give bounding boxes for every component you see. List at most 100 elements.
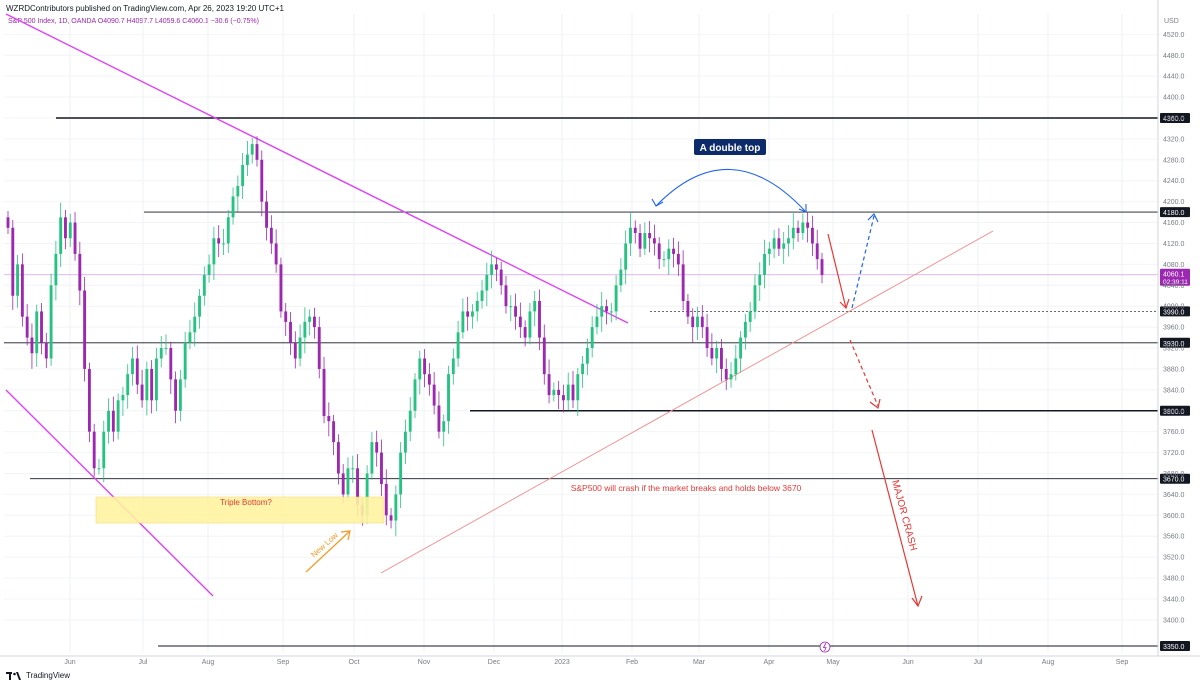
price-tick-label: 3880.0: [1163, 366, 1185, 373]
candle-body: [590, 327, 594, 349]
price-tick-label: 3760.0: [1163, 429, 1185, 436]
candle-body: [308, 316, 312, 322]
candle-body: [734, 358, 738, 375]
event-flag-icon: [819, 641, 831, 653]
bounce-arrow: [851, 215, 875, 309]
time-tick-label: Jul: [139, 659, 148, 666]
candles-layer: [6, 136, 824, 537]
candle-body: [107, 410, 110, 432]
price-tick-label: 4440.0: [1163, 74, 1185, 81]
candle-body: [164, 348, 168, 350]
level-lines: 4360.0 4180.0 3990.0 3930.0 3800.0 3670.0 3350…: [4, 113, 1190, 651]
candle-body: [346, 468, 350, 495]
level-label-bg: [1160, 306, 1190, 317]
candle-body: [289, 321, 292, 343]
candle-body: [648, 233, 652, 239]
candle-body: [806, 222, 810, 228]
symbol-legend[interactable]: S&P 500 Index, 1D, OANDA O4090.7 H4097.7…: [8, 18, 259, 25]
level-label: 3350.0: [1163, 644, 1185, 651]
level-label-bg: [1160, 113, 1190, 123]
candle-body: [322, 368, 326, 416]
candle-body: [313, 316, 316, 328]
candle-body: [111, 410, 115, 432]
candle-body: [341, 473, 345, 495]
new-low-arrow: [305, 530, 351, 573]
candle-body: [212, 238, 216, 265]
candle-body: [787, 238, 790, 244]
triple-bottom-zone: [95, 496, 385, 524]
candle-body: [547, 374, 551, 396]
candle-body: [174, 379, 178, 411]
candle-body: [44, 342, 48, 359]
level-label: 4180.0: [1163, 210, 1185, 217]
candle-body: [236, 185, 240, 197]
level-label: 3930.0: [1163, 341, 1185, 348]
time-tick-label: Dec: [488, 659, 501, 666]
ascending-support-line: [380, 230, 994, 574]
crash-arrow: [871, 429, 919, 607]
time-tick-label: Oct: [349, 659, 360, 666]
candle-body: [815, 243, 819, 260]
candle-body: [25, 316, 29, 338]
candle-body: [87, 368, 91, 432]
candle-body: [384, 483, 388, 516]
candle-body: [710, 348, 714, 359]
candle-body: [696, 316, 699, 328]
candle-body: [222, 243, 225, 245]
candle-body: [250, 144, 254, 155]
price-tick-label: 4240.0: [1163, 178, 1185, 185]
candle-body: [782, 243, 786, 249]
candle-body: [494, 264, 498, 270]
time-tick-label: Aug: [1042, 659, 1055, 666]
candle-body: [6, 217, 10, 228]
candle-body: [183, 342, 187, 380]
candle-body: [317, 327, 321, 369]
candle-body: [375, 442, 379, 453]
candle-body: [686, 300, 690, 317]
ohlc-open: O4090.7: [97, 18, 125, 25]
new-low-arrowhead: [340, 530, 351, 541]
candle-body: [442, 421, 446, 432]
candle-body: [35, 311, 39, 354]
candle-body: [217, 238, 221, 244]
ohlc-high: H4097.7: [126, 18, 154, 25]
candle-body: [667, 248, 671, 260]
candle-body: [327, 415, 331, 422]
candle-body: [662, 259, 666, 261]
candle-body: [193, 316, 197, 333]
candle-body: [231, 196, 235, 218]
level-label: 4360.0: [1163, 116, 1185, 123]
price-tick-label: 3520.0: [1163, 555, 1185, 562]
price-tick-label: 4040.0: [1163, 283, 1185, 290]
level-label-bg: [1160, 405, 1190, 416]
candle-body: [451, 358, 455, 375]
price-tick-label: 3480.0: [1163, 576, 1185, 583]
price-tick-label: 3640.0: [1163, 492, 1185, 499]
candle-body: [121, 395, 125, 401]
candle-body: [408, 410, 412, 432]
candle-body: [523, 327, 527, 338]
candle-body: [332, 421, 336, 443]
candle-body: [619, 269, 623, 286]
candle-body: [11, 227, 15, 296]
double-top-arc: [655, 168, 807, 213]
level-label-bg: [1160, 641, 1190, 651]
candle-body: [16, 264, 20, 296]
footer-brand[interactable]: TradingView: [6, 671, 70, 680]
candle-body: [691, 316, 695, 328]
candle-body: [490, 264, 494, 275]
double-top-arrowhead-left: [651, 198, 664, 207]
breakdown-arrowhead: [869, 398, 881, 410]
candle-body: [743, 321, 747, 338]
time-tick-label: 2023: [554, 659, 570, 666]
symbol-name: S&P 500 Index, 1D, OANDA: [8, 18, 96, 25]
candle-body: [413, 379, 417, 411]
candle-body: [207, 264, 211, 275]
countdown-label: 02:39:11: [1163, 279, 1188, 286]
candle-body: [356, 468, 359, 505]
double-top-badge: [694, 139, 766, 155]
candle-body: [538, 300, 541, 338]
price-tick-label: 4080.0: [1163, 262, 1185, 269]
